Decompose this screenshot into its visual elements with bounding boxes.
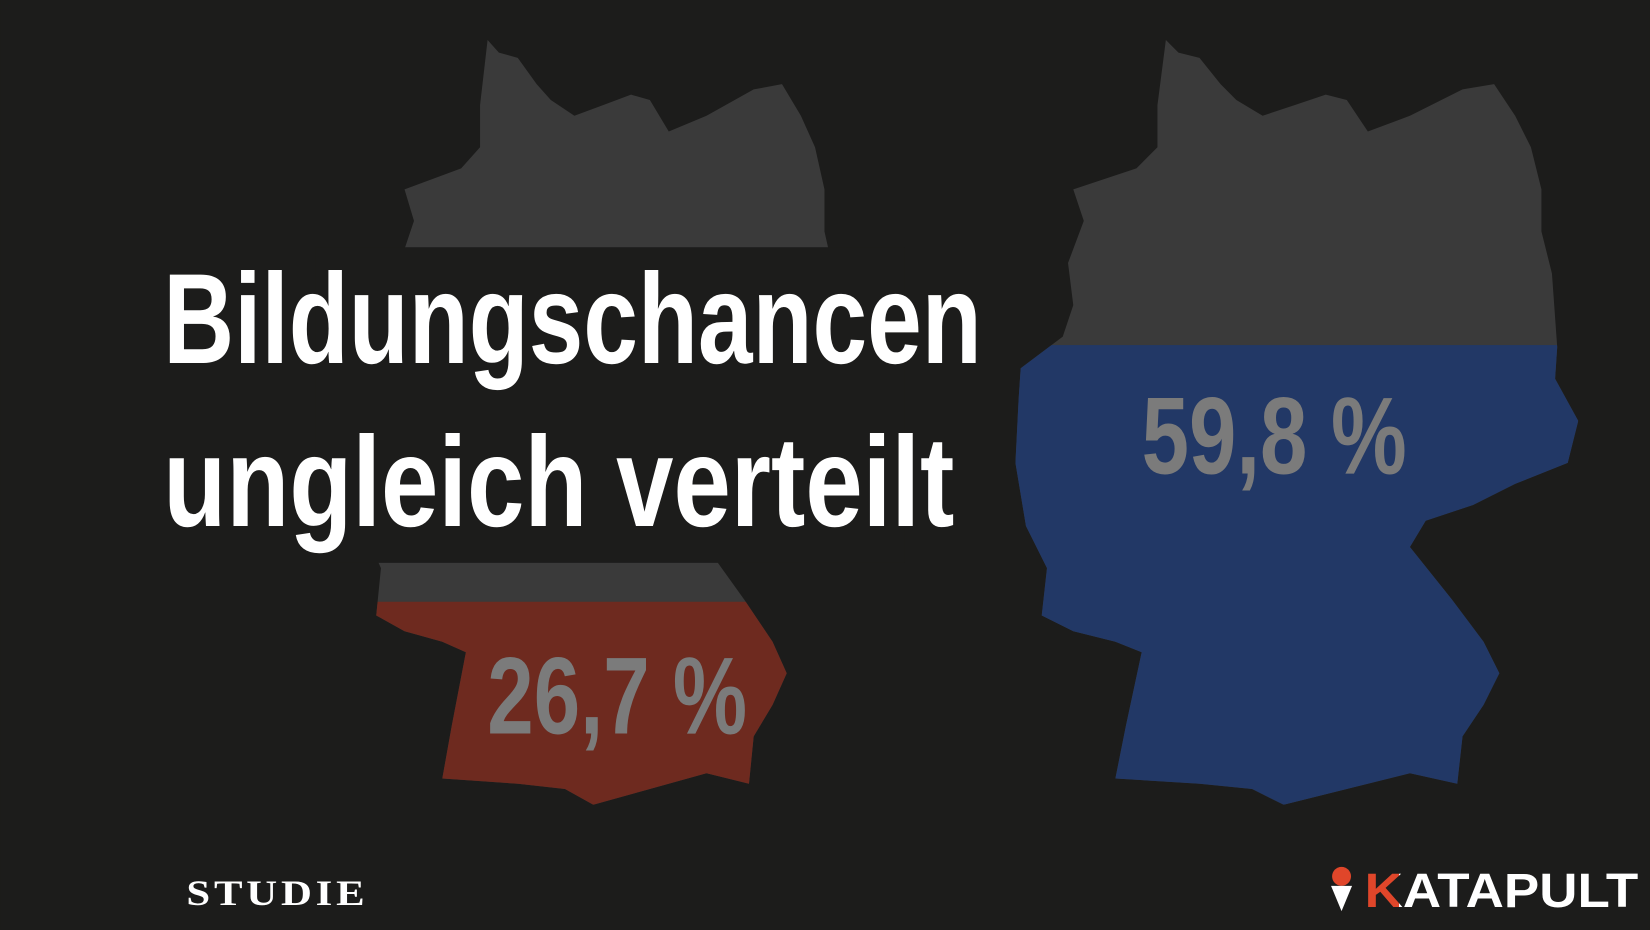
title-line: Bildungschancen bbox=[163, 248, 981, 391]
brand-icon bbox=[1331, 866, 1353, 912]
map-value-label: 59,8 % bbox=[1142, 375, 1407, 497]
title-band bbox=[315, 247, 905, 563]
source-label: STUDIE bbox=[186, 873, 368, 913]
map-value-label: 26,7 % bbox=[487, 635, 747, 757]
title-line: ungleich verteilt bbox=[163, 411, 954, 554]
brand-logo: KATAPULT bbox=[1365, 864, 1639, 918]
